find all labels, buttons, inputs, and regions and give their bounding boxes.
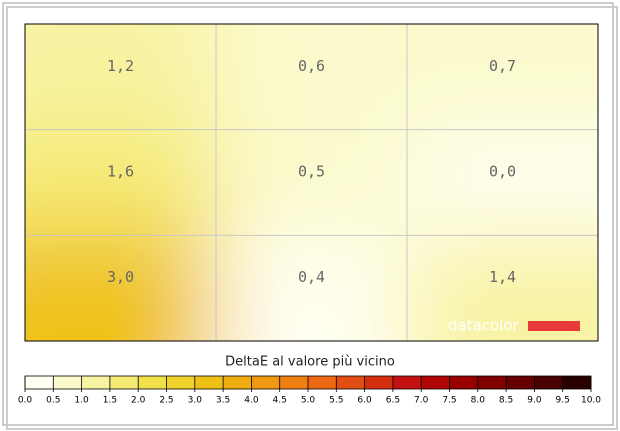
- colorbar-segment: [364, 376, 393, 389]
- colorbar-tick-label: 0.5: [46, 396, 60, 406]
- plot-border: [24, 23, 599, 342]
- heat-cell: [216, 24, 407, 130]
- colorbar-segment: [53, 376, 82, 389]
- colorbar-tick-label: 8.5: [499, 396, 513, 406]
- heat-cell: [25, 129, 216, 236]
- colorbar-tick-label: 4.5: [273, 396, 287, 406]
- colorbar-tick-label: 3.0: [188, 396, 203, 406]
- colorbar-segment: [166, 376, 195, 389]
- colorbar-segment: [562, 376, 591, 389]
- colorbar-tick-label: 10.0: [581, 396, 601, 406]
- colorbar-tick-label: 5.0: [301, 396, 316, 406]
- colorbar-tick-label: 6.0: [357, 396, 372, 406]
- heat-cell: [25, 24, 216, 130]
- colorbar-tick-label: 6.5: [386, 396, 400, 406]
- colorbar-segment: [251, 376, 280, 389]
- colorbar-tick-label: 3.5: [216, 396, 230, 406]
- colorbar-tick-label: 5.5: [329, 396, 343, 406]
- cell-label: 3,0: [107, 268, 134, 286]
- colorbar-segment: [81, 376, 110, 389]
- colorbar-segment: [534, 376, 563, 389]
- colorbar-tick-label: 7.5: [442, 396, 456, 406]
- colorbar-tick-label: 2.5: [159, 396, 173, 406]
- cell-label: 1,4: [489, 268, 516, 286]
- heat-cell: [216, 235, 407, 341]
- heat-cell: [25, 235, 216, 341]
- colorbar-tick-label: 7.0: [414, 396, 429, 406]
- cell-label: 0,5: [298, 162, 325, 180]
- colorbar-segment: [421, 376, 450, 389]
- frame-shadow: [6, 6, 618, 430]
- colorbar-segment: [138, 376, 167, 389]
- heat-cell: [407, 129, 598, 236]
- colorbar-segment: [25, 376, 54, 389]
- colorbar-segment: [279, 376, 308, 389]
- colorbar-segment: [308, 376, 337, 389]
- chart-title: DeltaE al valore più vicino: [225, 355, 395, 370]
- colorbar-segment: [449, 376, 478, 389]
- colorbar-segment: [223, 376, 252, 389]
- grid: [25, 24, 598, 341]
- brand: datacolor: [448, 317, 520, 335]
- colorbar-segment: [336, 376, 365, 389]
- colorbar-tick-label: 9.5: [556, 396, 570, 406]
- colorbar-tick-label: 9.0: [527, 396, 542, 406]
- colorbar-tick-label: 4.0: [244, 396, 259, 406]
- colorbar-tick-label: 8.0: [471, 396, 486, 406]
- colorbar-tick-label: 0.0: [18, 396, 33, 406]
- colorbar-segment: [506, 376, 535, 389]
- cell-label: 0,0: [489, 162, 516, 180]
- cell-label: 0,6: [298, 57, 325, 75]
- colorbar-segment: [109, 376, 139, 389]
- colorbar-tick-label: 1.5: [103, 396, 117, 406]
- cell-label: 0,4: [298, 268, 325, 286]
- heatmap: [25, 24, 598, 341]
- colorbar: 0.0 0.5 1.0 1.5 2.0 2.5 3.0 3.5 4.0 4.5 5.0 5.5 6.0 6…: [18, 375, 601, 406]
- colorbar-tick-label: 2.0: [131, 396, 146, 406]
- colorbar-segment: [392, 376, 422, 389]
- heat-cell: [216, 129, 407, 236]
- colorbar-segment: [194, 376, 224, 389]
- cell-label: 0,7: [489, 57, 516, 75]
- colorbar-tick-label: 1.0: [74, 396, 89, 406]
- cell-label: 1,6: [107, 162, 134, 180]
- brand-bar: [528, 321, 580, 331]
- heat-cell: [407, 24, 598, 130]
- cell-label: 1,2: [107, 57, 134, 75]
- colorbar-segment: [477, 376, 507, 389]
